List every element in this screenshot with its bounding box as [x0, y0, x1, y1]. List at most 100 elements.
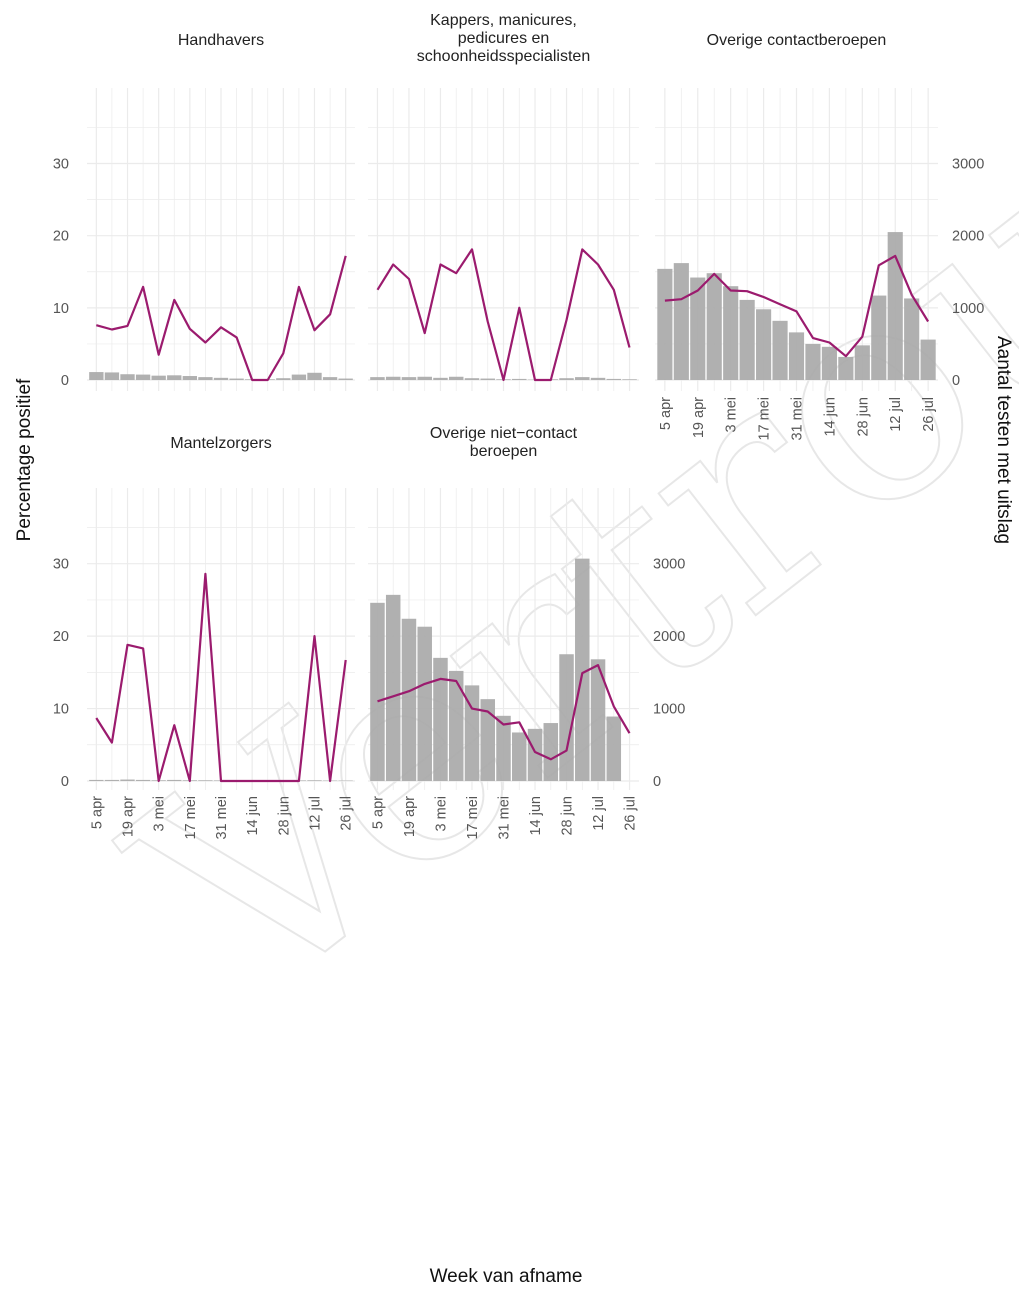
bar	[89, 779, 104, 781]
bar	[182, 376, 198, 380]
panel-title: pedicures en	[458, 30, 550, 47]
bar	[448, 376, 464, 380]
bar	[433, 377, 448, 380]
x-axis-title: Week van afname	[430, 1266, 583, 1287]
y-tick-label-left: 0	[61, 774, 69, 790]
bar	[559, 654, 574, 781]
bar	[338, 378, 353, 380]
bar	[120, 374, 135, 380]
y-tick-label-left: 20	[53, 229, 69, 245]
bar	[167, 779, 182, 781]
x-tick-label: 12 jul	[888, 397, 904, 432]
bar	[512, 732, 527, 781]
series-line-percentage-positief	[664, 254, 930, 358]
y-axis-title-left: Percentage positief	[14, 378, 35, 541]
panel-grid	[87, 88, 355, 391]
x-tick-label: 17 mei	[183, 796, 199, 840]
y-tick-label-left: 10	[53, 301, 69, 317]
bar	[104, 372, 120, 380]
bar	[590, 377, 606, 380]
bar	[575, 377, 590, 380]
y-tick-label-right: 3000	[653, 557, 685, 573]
y-tick-label-left: 20	[53, 629, 69, 645]
x-tick-label: 14 jun	[822, 397, 838, 437]
panel-title: schoonheidsspecialisten	[417, 48, 590, 65]
bar	[527, 728, 543, 781]
bar	[151, 375, 166, 380]
bar	[480, 699, 495, 781]
panel-title: Handhavers	[178, 32, 264, 49]
panel-1: Handhavers 0 10 20 30	[53, 32, 355, 391]
bar	[606, 378, 622, 380]
bar	[904, 298, 920, 380]
series-line-percentage-positief	[377, 663, 631, 761]
panel-title: Mantelzorgers	[170, 435, 271, 452]
y-tick-label-right: 2000	[653, 629, 685, 645]
bar	[276, 378, 291, 380]
bar	[385, 594, 401, 781]
x-tick-label: 31 mei	[497, 796, 513, 840]
x-tick-label: 14 jun	[245, 796, 261, 836]
bar	[512, 378, 527, 380]
bar	[756, 309, 772, 380]
bar	[229, 378, 244, 380]
panel-5: Overige niet−contactberoepen 0 1000 2000 300…	[368, 425, 685, 840]
y-tick-label-right: 0	[653, 774, 661, 790]
y-tick-label-left: 10	[53, 702, 69, 718]
bar	[575, 558, 590, 781]
bar	[480, 378, 495, 380]
x-tick-label: 12 jul	[591, 796, 607, 831]
x-tick-label: 28 jun	[276, 796, 292, 836]
panel-3: Overige contactberoepen 0 1000 2000 3000 5 ap…	[655, 32, 984, 441]
bar	[871, 295, 887, 380]
bar	[854, 345, 870, 380]
series-line-percentage-positief	[376, 248, 631, 382]
bar	[838, 356, 854, 380]
x-tick-label: 28 jun	[855, 397, 871, 437]
bar	[401, 377, 417, 380]
bar	[920, 339, 936, 380]
bar	[167, 375, 182, 380]
x-tick-label: 5 apr	[370, 796, 386, 829]
x-tick-label: 26 jul	[339, 796, 355, 831]
bar	[307, 780, 322, 781]
y-tick-label-right: 0	[952, 373, 960, 389]
y-tick-label-right: 1000	[952, 301, 984, 317]
bar	[559, 378, 574, 380]
x-tick-label: 14 jun	[528, 796, 544, 836]
panel-2: Kappers, manicures,pedicures enschoonhei…	[368, 12, 639, 391]
bars	[370, 558, 622, 781]
bar	[120, 779, 135, 781]
bar	[590, 659, 606, 781]
x-tick-label: 31 mei	[214, 796, 230, 840]
x-tick-label: 3 mei	[152, 796, 168, 831]
x-tick-label: 5 apr	[89, 796, 105, 829]
bar	[772, 320, 788, 380]
bar	[370, 602, 385, 781]
bar	[104, 779, 120, 781]
y-tick-label-left: 30	[53, 557, 69, 573]
x-tick-label: 26 jul	[623, 796, 639, 831]
bar	[322, 377, 338, 380]
bar	[385, 376, 401, 380]
watermark-text: Vertrouwelijk	[74, 0, 1019, 1070]
bar	[370, 377, 385, 380]
bar	[723, 286, 739, 380]
x-tick-label: 5 apr	[658, 397, 674, 430]
y-tick-label-right: 1000	[653, 702, 685, 718]
bar	[135, 779, 151, 781]
panel-title: Overige contactberoepen	[707, 32, 887, 49]
x-tick-label: 19 apr	[691, 397, 707, 438]
x-tick-label: 17 mei	[757, 397, 773, 441]
panel-title: beroepen	[470, 443, 538, 460]
bar	[135, 374, 151, 380]
bars	[657, 232, 936, 380]
x-tick-label: 3 mei	[724, 397, 740, 432]
bar	[291, 374, 307, 380]
bar	[464, 378, 480, 380]
panel-title: Overige niet−contact	[430, 425, 578, 442]
bar	[198, 377, 213, 380]
bar	[788, 332, 805, 380]
x-tick-label: 3 mei	[433, 796, 449, 831]
